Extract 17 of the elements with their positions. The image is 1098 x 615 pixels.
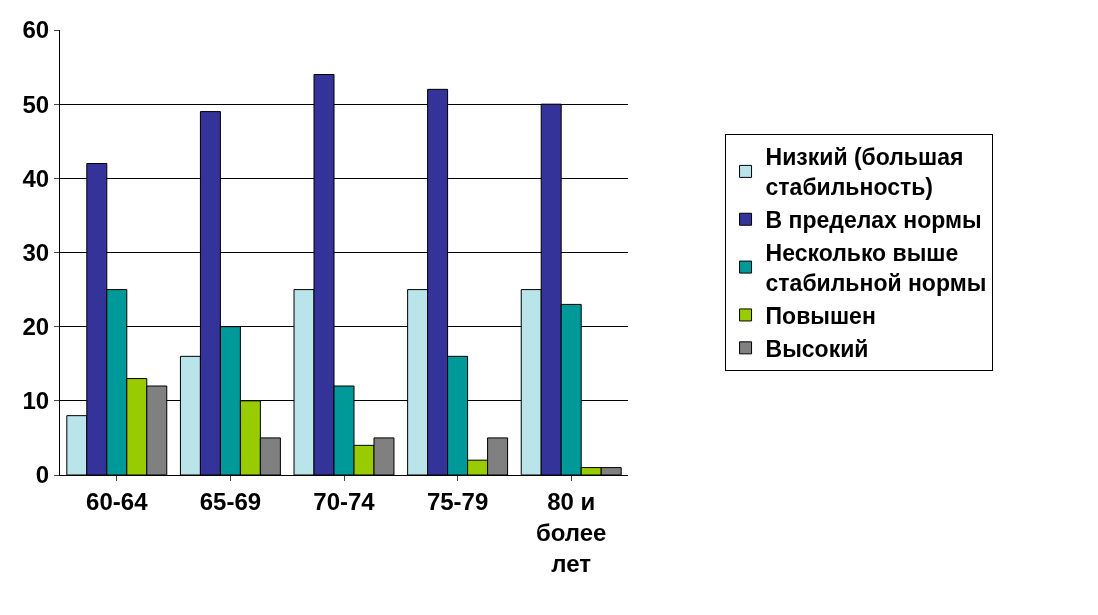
x-tick-label: 70-74 [313, 487, 376, 515]
x-tick-label: 65-69 [199, 487, 262, 515]
y-tick-label: 30 [22, 238, 50, 266]
x-tick-label: 75-79 [426, 487, 489, 515]
x-tick-label: 60-64 [86, 487, 149, 515]
legend-label: Низкий (большая стабильность) [765, 144, 964, 201]
legend-label: В пределах нормы [765, 207, 982, 234]
y-tick-label: 60 [22, 16, 50, 44]
y-tick-label: 50 [22, 90, 50, 118]
y-tick-label: 10 [22, 387, 50, 415]
y-tick-label: 40 [22, 164, 50, 192]
y-tick-label: 0 [35, 461, 50, 489]
x-tick-label: 80 и более лет [535, 487, 607, 578]
legend-label: Несколько выше стабильной нормы [765, 240, 987, 297]
y-tick-label: 20 [22, 313, 50, 341]
legend-label: Повышен [765, 302, 876, 329]
legend-label: Высокий [765, 335, 869, 362]
